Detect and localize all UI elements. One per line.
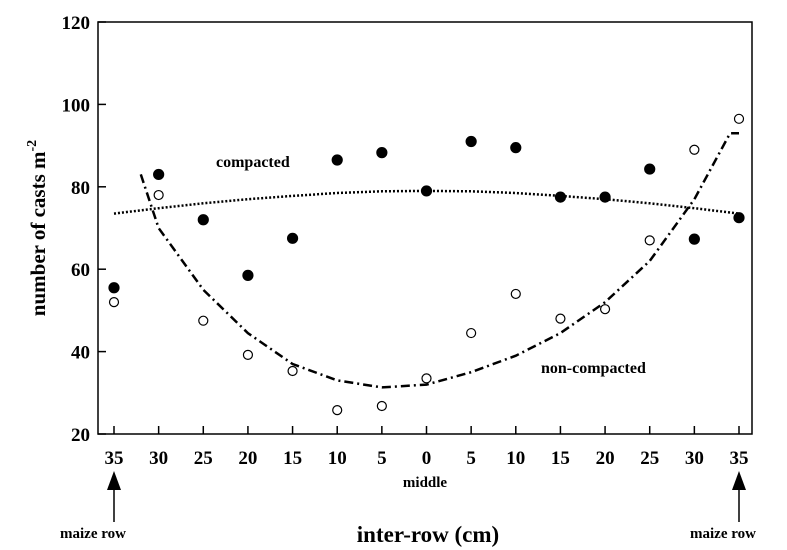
x-tick-label: 30 [685,448,704,469]
y-tick-label: 100 [62,95,91,116]
x-tick-label: 15 [551,448,570,469]
point-compacted [331,154,343,166]
point-non-compacted [376,400,387,412]
compacted-label: compacted [216,154,290,171]
point-non-compacted [689,144,700,155]
point-non-compacted [644,235,655,246]
x-tick-label: 10 [506,448,525,469]
plot-frame [97,21,753,435]
x-tick-label: 35 [730,448,749,469]
point-non-compacted [421,373,432,384]
x-tick-label: 10 [328,448,347,469]
middle-label: middle [403,475,448,491]
point-non-compacted [466,327,477,339]
x-tick-label: 20 [238,448,257,469]
point-compacted [733,212,745,224]
noncompacted-label: non-compacted [541,360,646,377]
x-tick-label: 35 [105,448,124,469]
point-compacted [465,135,477,148]
point-compacted [420,185,433,197]
x-tick-label: 30 [149,448,168,469]
point-compacted [599,191,611,203]
point-compacted [688,233,700,245]
point-non-compacted [153,189,164,201]
data-points [108,113,745,416]
maize-row-right-label: maize row [690,526,756,542]
point-non-compacted [510,288,521,300]
x-axis: 35 30 25 20 15 10 5 0 5 10 15 20 25 30 35 [105,426,749,469]
y-axis-label: number of casts m-2 [25,140,50,316]
point-compacted [153,168,165,181]
point-non-compacted [332,405,343,416]
point-compacted [376,147,388,159]
x-tick-label: 25 [640,448,659,469]
point-non-compacted [108,297,120,308]
x-axis-label: inter-row (cm) [357,522,499,547]
x-tick-label: 15 [283,448,302,469]
x-tick-label: 5 [466,448,476,469]
y-axis-label-superscript: -2 [25,140,40,152]
point-compacted [554,191,567,203]
y-tick-label: 40 [71,343,90,364]
point-compacted [510,142,522,154]
point-non-compacted [287,365,298,377]
point-non-compacted [198,315,209,326]
point-compacted [644,163,656,175]
y-tick-label: 20 [71,425,90,446]
y-tick-label: 120 [62,13,91,34]
y-tick-label: 60 [71,260,90,281]
maize-row-left-arrow [107,471,121,522]
y-axis-label-main: number of casts m [26,151,50,316]
maize-row-left-label: maize row [60,526,126,542]
point-compacted [108,282,120,294]
x-tick-label: 25 [194,448,213,469]
point-non-compacted [733,113,745,124]
point-non-compacted [242,349,254,360]
x-tick-label: 5 [377,448,387,469]
point-non-compacted [555,313,566,324]
x-tick-label: 0 [422,448,432,469]
point-compacted [242,269,254,281]
point-compacted [286,232,299,244]
x-tick-label: 20 [596,448,615,469]
point-non-compacted [599,304,611,315]
point-compacted [197,214,209,226]
y-axis: 20 40 60 80 100 120 [62,13,106,446]
y-tick-label: 80 [71,178,90,199]
maize-row-right-arrow [732,471,746,522]
